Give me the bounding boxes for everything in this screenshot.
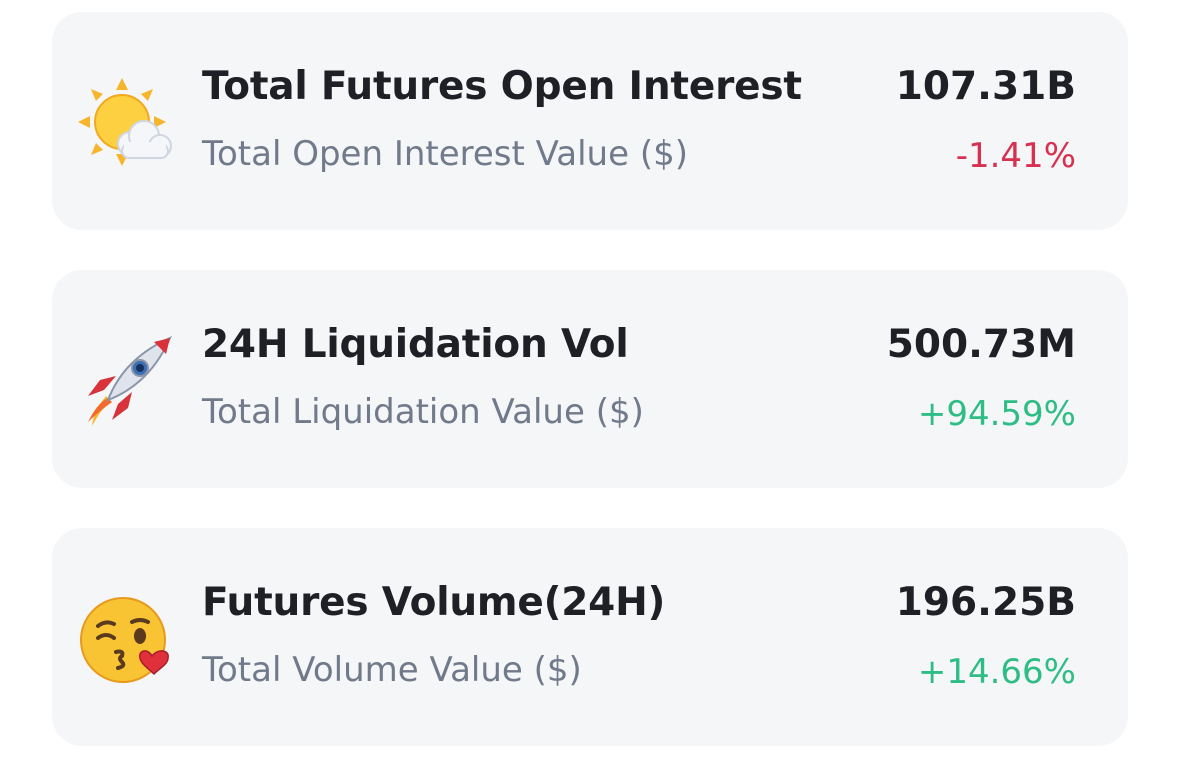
rocket-icon bbox=[78, 334, 174, 430]
stat-change: -1.41% bbox=[955, 136, 1076, 176]
stat-change: +94.59% bbox=[917, 394, 1076, 434]
stat-subtitle: Total Liquidation Value ($) bbox=[202, 392, 644, 432]
stat-card-liquidation[interactable]: 24H Liquidation Vol Total Liquidation Va… bbox=[52, 270, 1128, 488]
stat-value: 107.31B bbox=[895, 64, 1076, 109]
stat-card-open-interest[interactable]: Total Futures Open Interest Total Open I… bbox=[52, 12, 1128, 230]
stat-value: 500.73M bbox=[886, 322, 1076, 367]
stat-title: Futures Volume(24H) bbox=[202, 580, 666, 625]
stat-change: +14.66% bbox=[917, 652, 1076, 692]
stat-card-futures-volume[interactable]: Futures Volume(24H) Total Volume Value (… bbox=[52, 528, 1128, 746]
stat-subtitle: Total Volume Value ($) bbox=[202, 650, 582, 690]
face-blowing-kiss-icon bbox=[78, 592, 174, 688]
stat-title: 24H Liquidation Vol bbox=[202, 322, 629, 367]
sun-behind-cloud-icon bbox=[78, 76, 174, 172]
stat-subtitle: Total Open Interest Value ($) bbox=[202, 134, 688, 174]
stat-title: Total Futures Open Interest bbox=[202, 64, 802, 109]
stat-value: 196.25B bbox=[895, 580, 1076, 625]
